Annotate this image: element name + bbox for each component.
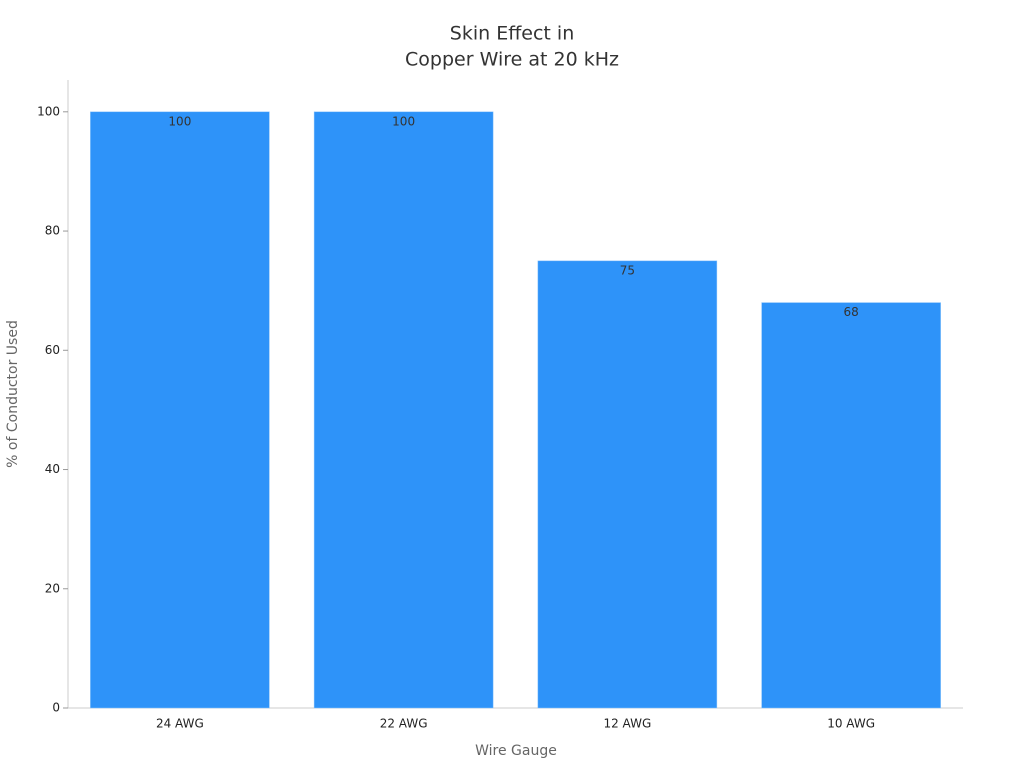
chart-title: Copper Wire at 20 kHz [405, 49, 619, 71]
bar [90, 111, 270, 709]
bar [761, 302, 941, 709]
value-label: 68 [843, 305, 858, 319]
x-tick-label: 10 AWG [827, 717, 875, 731]
y-tick-label: 0 [52, 701, 60, 715]
y-tick-label: 60 [45, 343, 60, 357]
value-label: 100 [392, 114, 415, 128]
y-axis-label: % of Conductor Used [5, 320, 21, 468]
y-tick-label: 40 [45, 462, 60, 476]
x-tick-label: 12 AWG [603, 717, 651, 731]
value-label: 75 [620, 263, 635, 277]
bar [313, 111, 494, 709]
x-axis-label: Wire Gauge [475, 743, 557, 759]
x-tick-label: 24 AWG [156, 717, 204, 731]
x-tick-label: 22 AWG [380, 717, 428, 731]
y-tick-label: 20 [45, 581, 60, 595]
chart-title: Skin Effect in [450, 23, 574, 45]
y-tick-label: 100 [37, 104, 60, 118]
bar [537, 260, 718, 709]
value-label: 100 [168, 114, 191, 128]
y-tick-label: 80 [45, 224, 60, 238]
